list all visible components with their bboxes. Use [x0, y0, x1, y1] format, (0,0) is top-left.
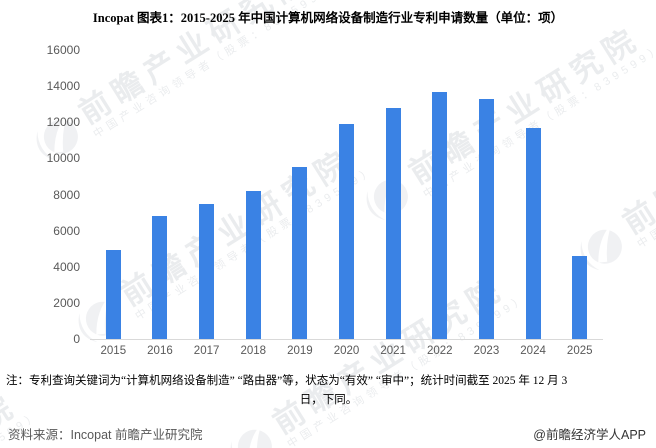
x-tick-label: 2015	[100, 345, 127, 357]
bar-slot	[370, 50, 417, 339]
bar-2020	[339, 124, 355, 339]
x-tick-label: 2022	[427, 345, 453, 357]
y-tick-label: 4000	[53, 259, 80, 274]
chart-title: Incopat 图表1：2015-2025 年中国计算机网络设备制造行业专利申请…	[92, 11, 564, 25]
y-tick-label: 2000	[53, 295, 80, 310]
figure-footer: 资料来源：Incopat 前瞻产业研究院 @前瞻经济学人APP	[0, 424, 656, 444]
watermark-tagline: 中国产业咨询领导者（股票：839599）	[635, 91, 656, 251]
bar-2019	[292, 167, 308, 339]
y-tick-label: 14000	[46, 79, 80, 94]
bar-2018	[245, 191, 261, 339]
x-tick-label: 2017	[193, 345, 220, 357]
y-tick-label: 10000	[46, 151, 80, 166]
credit-label: @前瞻经济学人APP	[533, 428, 646, 442]
y-axis: 16000 14000 12000 10000 8000 6000 4000 2000 0	[0, 43, 80, 346]
y-tick-label: 6000	[53, 223, 80, 238]
x-tick-label: 2021	[380, 345, 406, 357]
x-tick-label: 2016	[147, 345, 173, 357]
bar-2021	[385, 108, 401, 339]
x-tick-label: 2019	[287, 345, 313, 357]
bar-2015	[105, 250, 121, 339]
watermark-brand: 前瞻产业研究院	[616, 69, 656, 241]
x-tick-label: 2020	[333, 345, 360, 357]
bar-slot	[463, 50, 510, 339]
y-tick-label: 0	[73, 332, 80, 346]
y-tick-label: 12000	[46, 115, 80, 130]
bar-slot	[510, 50, 557, 339]
note-line-1: 注：专利查询关键词为“计算机网络设备制造” “路由器”等，状态为“有效” “审中…	[6, 375, 568, 387]
bar-slot	[90, 50, 137, 339]
bar-2025	[572, 256, 588, 339]
x-tick-label: 2025	[566, 345, 593, 357]
bar-slot	[556, 50, 603, 339]
x-tick-label: 2018	[240, 345, 267, 357]
chart-note: 注：专利查询关键词为“计算机网络设备制造” “路由器”等，状态为“有效” “审中…	[6, 372, 651, 410]
bar-slot	[277, 50, 324, 339]
bar-2023	[478, 99, 494, 339]
bar-slot	[183, 50, 230, 339]
y-tick-label: 16000	[46, 43, 80, 57]
bar-2017	[199, 204, 215, 339]
data-source-label: 资料来源：Incopat 前瞻产业研究院	[8, 428, 203, 442]
bar-slot	[416, 50, 463, 339]
y-tick-label: 8000	[53, 187, 80, 202]
bar-2024	[525, 128, 541, 339]
bar-slot	[137, 50, 184, 339]
bar-2016	[152, 216, 168, 339]
bar-slot	[323, 50, 370, 339]
x-tick-label: 2024	[520, 345, 546, 357]
bar-slot	[230, 50, 277, 339]
bar-plot-area	[90, 50, 603, 340]
x-tick-label: 2023	[473, 345, 500, 357]
note-line-2: 日，下同。	[299, 394, 358, 406]
x-axis: 2015 2016 2017 2018 2019 2020 2021 2022 2023 2024…	[90, 345, 603, 357]
bar-2022	[432, 92, 448, 339]
